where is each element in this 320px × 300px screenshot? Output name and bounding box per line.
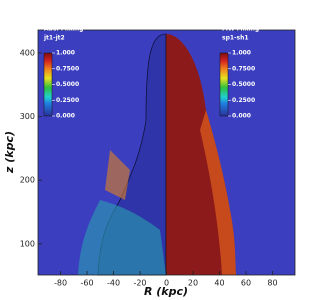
y-tick-label: 100 xyxy=(20,239,35,248)
x-tick-label: -60 xyxy=(80,279,93,288)
colorbar-tick-label: 0.7500 xyxy=(56,65,79,72)
colorbar-tick-label: 0.2500 xyxy=(56,97,79,104)
colorbar-title: Abs. Mixing xyxy=(44,26,83,33)
y-axis-label: z (kpc) xyxy=(3,131,16,174)
y-tick-label: 200 xyxy=(20,176,35,185)
colorbar-tick-label: 1.000 xyxy=(232,50,251,57)
colorbar-tick-label: 0.2500 xyxy=(232,97,255,104)
x-tick-label: 80 xyxy=(267,279,277,288)
left-mixing xyxy=(105,150,130,200)
colorbar xyxy=(219,52,229,117)
x-tick-label: 20 xyxy=(188,279,198,288)
colorbar-tick-label: 0.5000 xyxy=(56,81,79,88)
y-tick-label: 300 xyxy=(20,112,35,121)
colorbar-title: MW Mixing xyxy=(222,26,259,33)
left-mixing xyxy=(78,200,166,275)
y-tick-label: 400 xyxy=(20,48,35,57)
colorbar-tick-label: 1.000 xyxy=(56,50,75,57)
x-tick-label: 40 xyxy=(214,279,224,288)
right-mixing xyxy=(200,110,236,275)
chart-title: I2 at t=22.8 Myr xyxy=(121,13,212,26)
x-tick-label: 60 xyxy=(241,279,251,288)
colorbar-tick-label: 0.5000 xyxy=(232,81,255,88)
colorbar xyxy=(43,52,53,117)
x-tick-label: -20 xyxy=(133,279,146,288)
colorbar-tick-label: 0.7500 xyxy=(232,65,255,72)
colorbar-subtitle: jt1-jt2 xyxy=(43,35,65,42)
colorbar-tick-label: 0.000 xyxy=(232,113,251,120)
colorbar-subtitle: sp1-sh1 xyxy=(222,35,249,42)
x-axis-label: R (kpc) xyxy=(144,285,188,298)
colorbar-tick-label: 0.000 xyxy=(56,113,75,120)
x-tick-label: -40 xyxy=(107,279,120,288)
x-tick-label: -80 xyxy=(54,279,67,288)
chart: I2 at t=22.8 Myr R (kpc) z (kpc) -80 -60 -… xyxy=(3,13,296,298)
x-tick-label: 0 xyxy=(164,279,169,288)
